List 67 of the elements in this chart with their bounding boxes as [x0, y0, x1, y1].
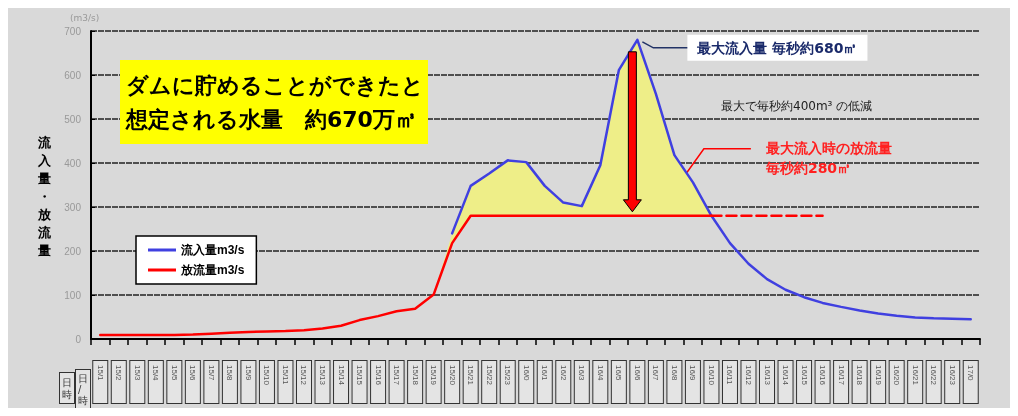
x-tick-label: 16/8	[669, 365, 679, 382]
x-tick-label: 15/3	[132, 365, 142, 382]
y-axis-title: 流入量・放流量	[37, 134, 52, 258]
x-tick-label: 16/21	[910, 365, 920, 386]
x-tick-label: 16/15	[799, 365, 809, 386]
x-tick-label: 15/10	[262, 365, 272, 386]
x-tick-label: 15/21	[466, 365, 476, 386]
legend-label: 放流量m3/s	[180, 263, 245, 277]
y-tick-label: 500	[64, 113, 82, 125]
x-axis-title: 日/時	[78, 373, 88, 406]
x-tick-label: 15/1	[95, 365, 105, 382]
line-series	[450, 38, 972, 321]
x-tick-label: 16/19	[873, 365, 883, 386]
x-tick-label: 16/16	[818, 365, 828, 386]
x-tick-label: 16/23	[947, 365, 957, 386]
y-tick-label: 300	[64, 201, 82, 213]
annotation: 最大で毎秒約400m³ の低減	[721, 99, 873, 113]
x-tick-label: 15/19	[429, 365, 439, 386]
x-tick-label: 17/0	[966, 365, 976, 382]
x-tick-label: 15/18	[410, 365, 420, 386]
x-tick-label: 16/13	[762, 365, 772, 386]
y-tick-label: 600	[64, 69, 82, 81]
x-tick-label: 15/15	[355, 365, 365, 386]
x-tick-label: 15/17	[392, 365, 402, 386]
text: (m3/s)	[70, 12, 100, 23]
x-tick-label: 16/12	[743, 365, 753, 386]
annotation: 最大流入時の放流量毎秒約280㎥	[764, 139, 892, 176]
x-tick-label: 16/5	[614, 365, 624, 382]
x-tick-label: 15/2	[114, 365, 124, 382]
x-tick-label: 15/23	[503, 365, 513, 386]
x-tick-label: 15/11	[280, 365, 290, 385]
x-tick-label: 16/2	[558, 365, 568, 382]
x-tick-label: 15/5	[169, 365, 179, 382]
x-tick-label: 16/9	[688, 365, 698, 382]
text: 日時	[62, 376, 72, 400]
x-tick-label: 15/9	[243, 365, 253, 382]
x-tick-label: 15/6	[188, 365, 198, 382]
x-tick-label: 15/7	[206, 365, 216, 382]
x-tick-label: 16/18	[855, 365, 865, 386]
x-tick-label: 15/16	[373, 365, 383, 386]
x-tick-label: 16/0	[521, 365, 531, 382]
legend-label: 流入量m3/s	[180, 243, 245, 257]
annotation: ダムに貯めることができたと想定される水量 約670万㎥	[125, 72, 424, 132]
x-tick-label: 15/20	[447, 365, 457, 386]
x-tick-label: 16/22	[929, 365, 939, 386]
x-tick-label: 16/10	[706, 365, 716, 386]
x-tick-label: 16/17	[836, 365, 846, 386]
x-tick-label: 15/4	[151, 365, 161, 382]
y-tick-label: 400	[64, 157, 82, 169]
x-tick-label: 15/22	[484, 365, 494, 386]
y-tick-label: 100	[64, 289, 82, 301]
x-tick-label: 16/4	[595, 365, 605, 382]
x-tick-label: 15/8	[225, 365, 235, 382]
x-tick-label: 15/14	[336, 365, 346, 386]
y-tick-label: 700	[64, 25, 82, 37]
x-tick-label: 16/1	[540, 365, 550, 382]
y-tick-label: 200	[64, 245, 82, 257]
x-tick-label: 16/20	[892, 365, 902, 386]
annotation: 最大流入量 毎秒約680㎥	[696, 39, 858, 56]
x-tick-label: 15/12	[299, 365, 309, 386]
x-tick-label: 16/6	[632, 365, 642, 382]
x-tick-label: 16/3	[577, 365, 587, 382]
x-tick-label: 16/14	[781, 365, 791, 386]
y-tick-label: 0	[75, 333, 82, 345]
x-tick-label: 16/11	[725, 365, 735, 385]
x-tick-label: 16/7	[651, 365, 661, 382]
x-tick-label: 15/13	[318, 365, 328, 386]
